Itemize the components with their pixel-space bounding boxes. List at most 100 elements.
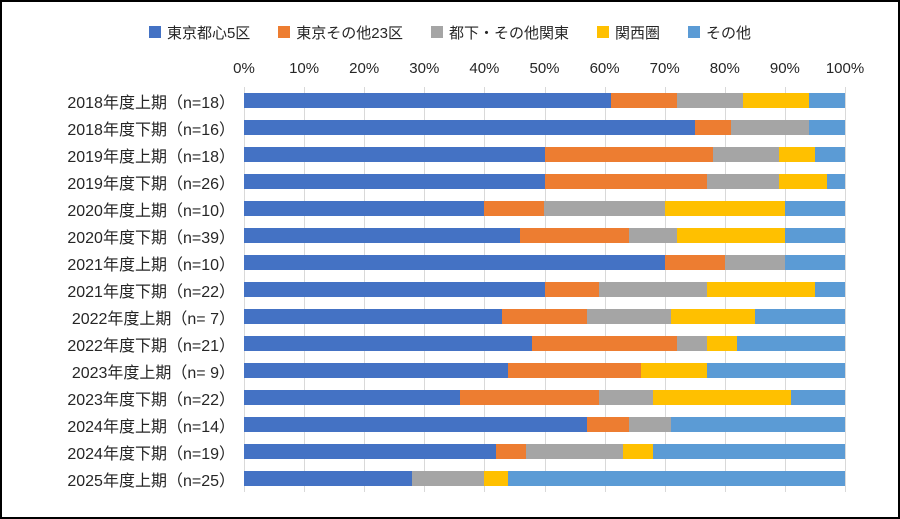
bar-track <box>244 471 845 486</box>
legend-item-0: 東京都心5区 <box>148 22 251 43</box>
legend-swatch <box>597 26 609 38</box>
bar-segment <box>652 390 791 405</box>
gridline <box>845 87 846 492</box>
bar-segment <box>808 93 845 108</box>
bar-track <box>244 282 845 297</box>
category-label: 2018年度上期（n=18） <box>67 94 235 112</box>
category-label: 2020年度下期（n=39） <box>67 229 235 247</box>
chart-row: 2020年度下期（n=39） <box>2 222 845 249</box>
bar-segment <box>244 147 545 162</box>
bar-segment <box>706 363 845 378</box>
bar-segment <box>664 201 785 216</box>
bar-segment <box>526 444 623 459</box>
bar-segment <box>244 336 533 351</box>
bar-segment <box>508 471 845 486</box>
bar-segment <box>244 120 695 135</box>
legend-item-1: 東京その他23区 <box>278 22 403 43</box>
category-label: 2019年度上期（n=18） <box>67 148 235 166</box>
bar-segment <box>712 147 779 162</box>
bar-track <box>244 444 845 459</box>
x-axis-tick: 90% <box>769 60 800 77</box>
x-axis-tick: 100% <box>825 60 865 77</box>
bar-segment <box>676 336 707 351</box>
bar-segment <box>544 282 599 297</box>
bar-segment <box>784 255 845 270</box>
bar-track <box>244 336 845 351</box>
bar-track <box>244 201 845 216</box>
bar-segment <box>814 282 845 297</box>
bar-segment <box>736 336 845 351</box>
x-axis-tick: 60% <box>589 60 620 77</box>
chart-row: 2023年度下期（n=22） <box>2 384 845 411</box>
legend-label: 東京その他23区 <box>296 24 403 42</box>
x-axis-ticks: 0% 10% 20% 30% 40% 50% 60% 70% 80% 90% 100% <box>233 60 864 80</box>
category-label: 2024年度上期（n=14） <box>67 418 235 436</box>
bar-track <box>244 174 845 189</box>
chart-row: 2022年度上期（n= 7） <box>2 303 845 330</box>
bar-segment <box>544 174 707 189</box>
bar-segment <box>244 471 413 486</box>
x-axis-tick: 30% <box>409 60 440 77</box>
bar-segment <box>706 282 815 297</box>
bar-segment <box>706 174 779 189</box>
bar-segment <box>628 417 671 432</box>
bar-segment <box>724 255 785 270</box>
x-axis-tick: 20% <box>349 60 380 77</box>
category-label: 2022年度下期（n=21） <box>67 337 235 355</box>
bar-segment <box>544 147 713 162</box>
chart-legend: 東京都心5区 東京その他23区 都下・その他関東 関西圏 その他 <box>2 22 898 42</box>
chart-row: 2023年度上期（n= 9） <box>2 357 845 384</box>
bar-segment <box>244 309 503 324</box>
bar-segment <box>598 282 707 297</box>
category-label: 2025年度上期（n=25） <box>67 472 235 490</box>
bar-segment <box>244 174 545 189</box>
axis-label-spacer <box>2 60 244 80</box>
bar-track <box>244 120 845 135</box>
bar-track <box>244 417 845 432</box>
bar-segment <box>622 444 653 459</box>
bar-track <box>244 228 845 243</box>
chart-row: 2020年度上期（n=10） <box>2 195 845 222</box>
legend-swatch <box>278 26 291 38</box>
x-axis-tick: 50% <box>529 60 560 77</box>
bar-segment <box>412 471 485 486</box>
chart-row: 2018年度下期（n=16） <box>2 114 845 141</box>
chart-row: 2021年度上期（n=10） <box>2 249 845 276</box>
bar-segment <box>244 255 665 270</box>
bar-segment <box>244 228 521 243</box>
category-label: 2021年度下期（n=22） <box>67 283 235 301</box>
bar-segment <box>670 417 845 432</box>
chart-body: 2018年度上期（n=18） 2018年度下期（n=16） 2019年度上期（n=1… <box>2 87 846 492</box>
bar-segment <box>694 120 731 135</box>
legend-label: 東京都心5区 <box>166 24 251 42</box>
legend-item-4: その他 <box>688 22 751 43</box>
bar-segment <box>730 120 809 135</box>
x-axis-tick: 70% <box>649 60 680 77</box>
bar-segment <box>628 228 677 243</box>
bar-segment <box>670 309 755 324</box>
bar-segment <box>778 147 815 162</box>
bar-segment <box>778 174 827 189</box>
bar-track <box>244 147 845 162</box>
bar-segment <box>532 336 677 351</box>
bar-segment <box>244 93 611 108</box>
bar-segment <box>784 228 845 243</box>
bar-segment <box>496 444 527 459</box>
chart-row: 2025年度上期（n=25） <box>2 465 845 492</box>
bar-segment <box>706 336 737 351</box>
legend-swatch <box>688 26 701 38</box>
chart-row: 2024年度上期（n=14） <box>2 411 845 438</box>
category-label: 2019年度下期（n=26） <box>67 175 235 193</box>
bar-segment <box>508 363 641 378</box>
x-axis-tick: 10% <box>289 60 320 77</box>
legend-item-2: 都下・その他関東 <box>430 22 569 43</box>
x-axis-tick: 40% <box>469 60 500 77</box>
category-label: 2023年度下期（n=22） <box>67 391 235 409</box>
x-axis: 0% 10% 20% 30% 40% 50% 60% 70% 80% 90% 100% <box>2 60 864 80</box>
bar-segment <box>460 390 599 405</box>
bar-segment <box>484 471 509 486</box>
bar-segment <box>484 201 545 216</box>
chart-row: 2018年度上期（n=18） <box>2 87 845 114</box>
bar-segment <box>610 93 677 108</box>
